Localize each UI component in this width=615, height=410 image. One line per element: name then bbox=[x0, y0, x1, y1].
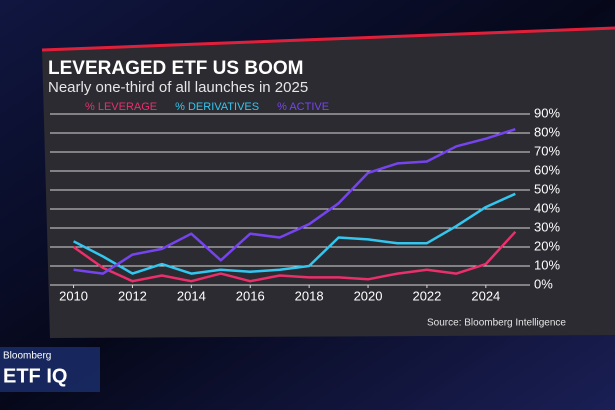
series-line bbox=[73, 192, 516, 275]
y-tick-label: 90% bbox=[534, 105, 560, 120]
y-tick-label: 40% bbox=[534, 200, 560, 215]
show-logo: ETF IQ bbox=[3, 365, 67, 387]
logo-box bbox=[0, 347, 100, 392]
accent-line bbox=[41, 26, 615, 52]
source: Source: Bloomberg Intelligence bbox=[427, 318, 566, 329]
x-tick-label: 2024 bbox=[471, 288, 500, 303]
x-tick-label: 2020 bbox=[354, 288, 383, 303]
y-tick-label: 50% bbox=[534, 181, 560, 196]
x-tick-label: 2018 bbox=[295, 288, 324, 303]
y-tick-label: 80% bbox=[534, 124, 560, 139]
x-tick-label: 2010 bbox=[59, 288, 88, 303]
y-tick-label: 30% bbox=[534, 219, 560, 234]
y-tick-label: 0% bbox=[534, 276, 553, 291]
y-tick-label: 60% bbox=[534, 162, 560, 177]
plot: 0% 10% 20% 30% 40% 50% 60% 70% 80% 90% 2010 2012 201… bbox=[50, 101, 560, 303]
network-logo: Bloomberg bbox=[3, 351, 51, 362]
x-tick-label: 2012 bbox=[118, 288, 147, 303]
legend-label: % LEVERAGE bbox=[85, 101, 157, 113]
series-line bbox=[72, 230, 517, 283]
x-tick-label: 2022 bbox=[412, 288, 441, 303]
chart-subtitle: Nearly one-third of all launches in 2025 bbox=[48, 79, 308, 96]
y-tick-label: 10% bbox=[534, 257, 560, 272]
chart-title: LEVERAGED ETF US BOOM bbox=[48, 58, 303, 79]
y-tick-label: 20% bbox=[534, 238, 560, 253]
legend-label: % ACTIVE bbox=[277, 101, 329, 113]
panel bbox=[42, 28, 615, 338]
y-tick-label: 70% bbox=[534, 143, 560, 158]
legend-label: % DERIVATIVES bbox=[175, 101, 259, 113]
x-tick-label: 2016 bbox=[236, 288, 265, 303]
x-tick-label: 2014 bbox=[177, 288, 206, 303]
series-line bbox=[73, 128, 516, 275]
